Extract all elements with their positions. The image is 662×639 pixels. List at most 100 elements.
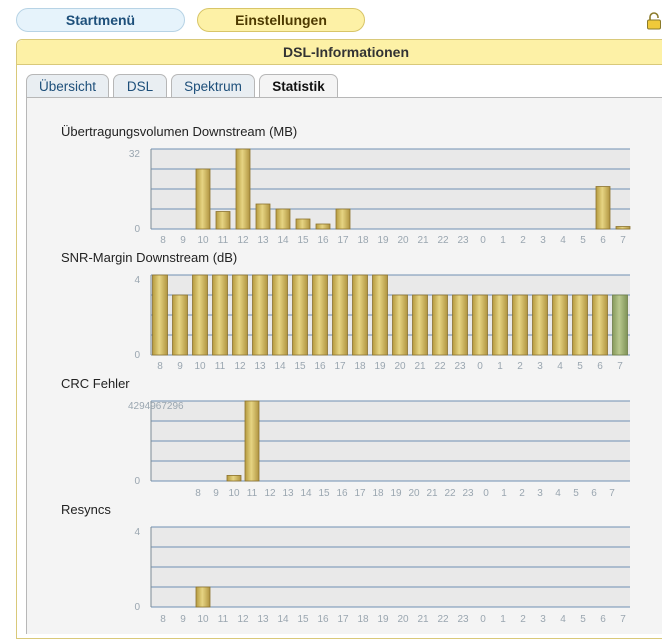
x-tick-label: 14 — [277, 235, 289, 246]
x-tick-label: 11 — [215, 361, 226, 372]
x-tick-label: 1 — [500, 614, 506, 625]
bar — [432, 294, 448, 356]
bar — [215, 211, 231, 230]
x-tick-label: 22 — [437, 614, 449, 625]
x-tick-label: 17 — [337, 235, 349, 246]
x-tick-label: 18 — [354, 361, 366, 372]
x-tick-label: 8 — [160, 614, 166, 625]
chart-title: Resyncs — [61, 502, 111, 517]
x-tick-label: 10 — [197, 235, 209, 246]
x-tick-label: 18 — [357, 614, 369, 625]
x-tick-label: 1 — [500, 235, 506, 246]
bar — [492, 294, 508, 356]
x-tick-label: 4 — [557, 361, 563, 372]
bar — [226, 475, 242, 482]
x-tick-label: 16 — [317, 614, 329, 625]
x-tick-label: 19 — [377, 235, 389, 246]
bar — [572, 294, 588, 356]
x-tick-label: 4 — [560, 614, 566, 625]
y-tick-label: 0 — [134, 224, 140, 235]
bar — [335, 208, 351, 230]
y-tick-label: 0 — [134, 602, 140, 613]
x-tick-label: 23 — [462, 488, 474, 499]
x-tick-label: 5 — [580, 235, 586, 246]
y-tick-label: 0 — [134, 476, 140, 487]
x-tick-label: 4 — [555, 488, 561, 499]
x-tick-label: 22 — [444, 488, 456, 499]
bar — [472, 294, 488, 356]
x-tick-label: 0 — [483, 488, 489, 499]
x-tick-label: 21 — [414, 361, 426, 372]
x-tick-label: 9 — [180, 235, 186, 246]
x-tick-label: 14 — [277, 614, 289, 625]
chart-title: CRC Fehler — [61, 376, 130, 391]
bar — [295, 218, 311, 230]
x-tick-label: 12 — [234, 361, 246, 372]
bar — [255, 203, 271, 230]
x-tick-label: 19 — [377, 614, 389, 625]
x-tick-label: 12 — [237, 614, 249, 625]
x-tick-label: 16 — [317, 235, 329, 246]
x-tick-label: 9 — [177, 361, 183, 372]
bar — [392, 294, 408, 356]
settings-button[interactable]: Einstellungen — [197, 8, 365, 32]
x-tick-label: 15 — [297, 614, 309, 625]
x-tick-label: 0 — [480, 235, 486, 246]
x-tick-label: 20 — [408, 488, 420, 499]
bar — [312, 274, 328, 356]
bar — [612, 294, 628, 356]
x-tick-label: 18 — [357, 235, 369, 246]
x-tick-label: 2 — [517, 361, 523, 372]
y-tick-label: 4294967296 — [128, 401, 184, 412]
x-tick-label: 10 — [194, 361, 206, 372]
x-tick-label: 22 — [434, 361, 446, 372]
x-tick-label: 12 — [237, 235, 249, 246]
bar — [332, 274, 348, 356]
lock-icon[interactable] — [646, 12, 662, 30]
x-tick-label: 5 — [580, 614, 586, 625]
tab-dsl[interactable]: DSL — [113, 74, 167, 97]
x-tick-label: 14 — [274, 361, 286, 372]
bar — [252, 274, 268, 356]
x-tick-label: 5 — [573, 488, 579, 499]
x-tick-label: 9 — [180, 614, 186, 625]
x-tick-label: 15 — [294, 361, 306, 372]
x-tick-label: 21 — [426, 488, 438, 499]
chart-title: Übertragungsvolumen Downstream (MB) — [61, 124, 297, 139]
bar — [595, 186, 611, 230]
startmenu-button[interactable]: Startmenü — [16, 8, 185, 32]
x-tick-label: 8 — [195, 488, 201, 499]
x-tick-label: 10 — [197, 614, 209, 625]
x-tick-label: 8 — [160, 235, 166, 246]
x-tick-label: 8 — [157, 361, 163, 372]
x-tick-label: 11 — [218, 235, 229, 246]
bar — [195, 168, 211, 230]
bar — [532, 294, 548, 356]
bar — [235, 148, 251, 230]
x-tick-label: 1 — [497, 361, 503, 372]
tab-statistik[interactable]: Statistik — [259, 74, 338, 98]
x-tick-label: 7 — [609, 488, 615, 499]
x-tick-label: 17 — [337, 614, 349, 625]
x-tick-label: 2 — [520, 235, 526, 246]
x-tick-label: 11 — [247, 488, 258, 499]
x-tick-label: 3 — [540, 614, 546, 625]
x-tick-label: 12 — [264, 488, 276, 499]
bar — [352, 274, 368, 356]
bar — [292, 274, 308, 356]
x-tick-label: 20 — [397, 614, 409, 625]
tab-uebersicht[interactable]: Übersicht — [26, 74, 109, 97]
x-tick-label: 3 — [540, 235, 546, 246]
x-tick-label: 7 — [620, 614, 626, 625]
x-tick-label: 23 — [457, 235, 469, 246]
x-tick-label: 9 — [213, 488, 219, 499]
x-tick-label: 5 — [577, 361, 583, 372]
x-tick-label: 21 — [417, 614, 429, 625]
x-tick-label: 17 — [354, 488, 366, 499]
tab-spektrum[interactable]: Spektrum — [171, 74, 255, 97]
bar — [315, 223, 331, 230]
bar — [192, 274, 208, 356]
bar — [512, 294, 528, 356]
x-tick-label: 23 — [454, 361, 466, 372]
bar — [372, 274, 388, 356]
